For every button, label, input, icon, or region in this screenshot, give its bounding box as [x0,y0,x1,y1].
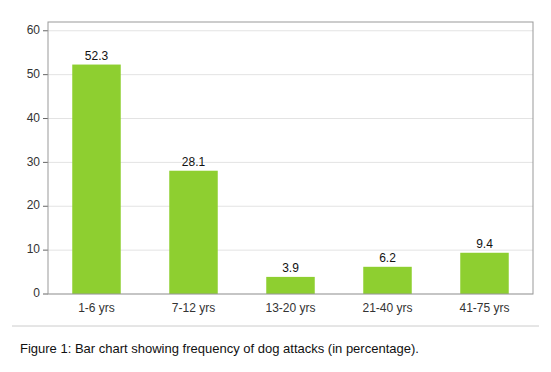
bar [266,277,315,294]
title: Figure 1: Bar chart showing frequency of… [20,341,419,356]
grid-line [48,30,533,31]
data-label: 3.9 [282,261,299,275]
bar [169,171,218,294]
y-tick-label: 20 [27,198,41,212]
y-tick-label: 60 [27,23,41,37]
y-tick-label: 30 [27,155,41,169]
data-label: 28.1 [182,155,206,169]
bar [363,267,412,294]
y-tick [43,74,48,75]
x-tick-label: 7-12 yrs [172,301,215,315]
chart: 0 10 20 30 40 50 60 52.3 28.1 3.9 6.2 9.4 1-6 yrs 7-1… [0,0,551,372]
y-tick [43,118,48,119]
grid [48,31,533,294]
separator [12,326,539,327]
bar [72,65,121,294]
y-tick [43,250,48,251]
chart-container: 0 10 20 30 40 50 60 52.3 28.1 3.9 6.2 9.4 1-6 yrs 7-1… [0,0,551,372]
y-tick-label: 0 [33,286,40,300]
y-tick [43,162,48,163]
x-tick-label: 13-20 yrs [265,301,315,315]
y-tick [43,206,48,207]
data-label: 6.2 [379,251,396,265]
plot-frame [48,22,533,294]
data-label: 52.3 [85,49,109,63]
y-tick-label: 40 [27,111,41,125]
y-tick-label: 10 [27,242,41,256]
y-tick [43,30,48,31]
y-tick [43,294,48,295]
bar [460,253,509,294]
x-tick-label: 1-6 yrs [78,301,115,315]
bars [72,65,509,294]
x-tick-label: 41-75 yrs [459,301,509,315]
x-tick-label: 21-40 yrs [362,301,412,315]
y-tick-label: 50 [27,67,41,81]
data-label: 9.4 [476,237,493,251]
